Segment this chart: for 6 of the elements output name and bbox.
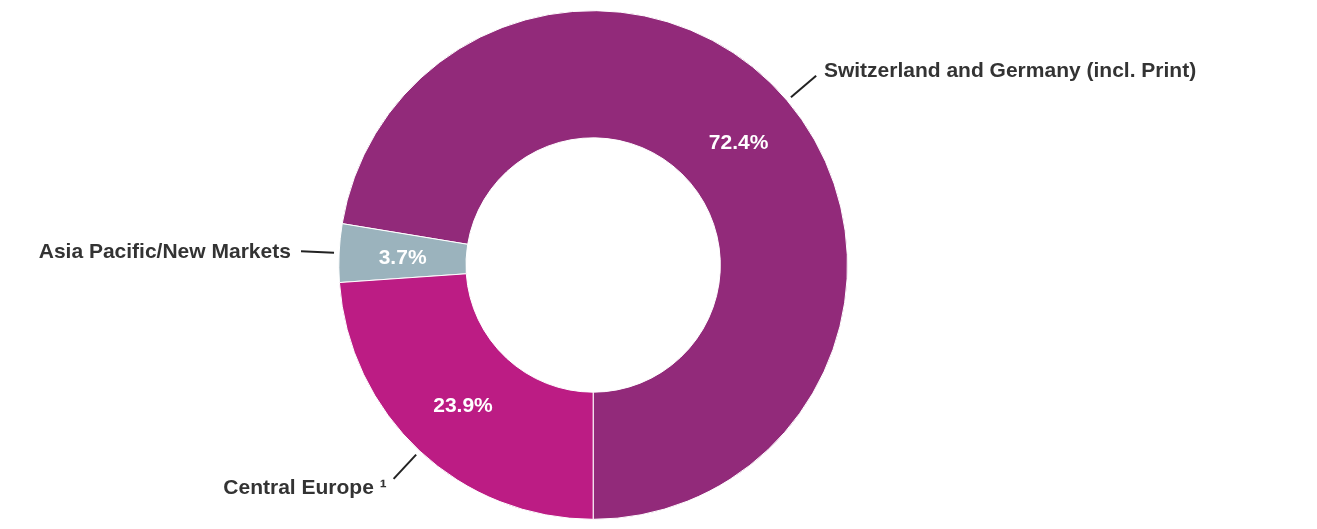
slice-label: Central Europe ¹ bbox=[223, 474, 387, 498]
data-label: 3.7% bbox=[378, 244, 427, 268]
slice-label: Switzerland and Germany (incl. Print) bbox=[823, 57, 1197, 81]
data-label: 23.9% bbox=[433, 392, 494, 416]
slice-label: Asia Pacific/New Markets bbox=[38, 239, 291, 263]
data-label: 72.4% bbox=[708, 130, 769, 154]
